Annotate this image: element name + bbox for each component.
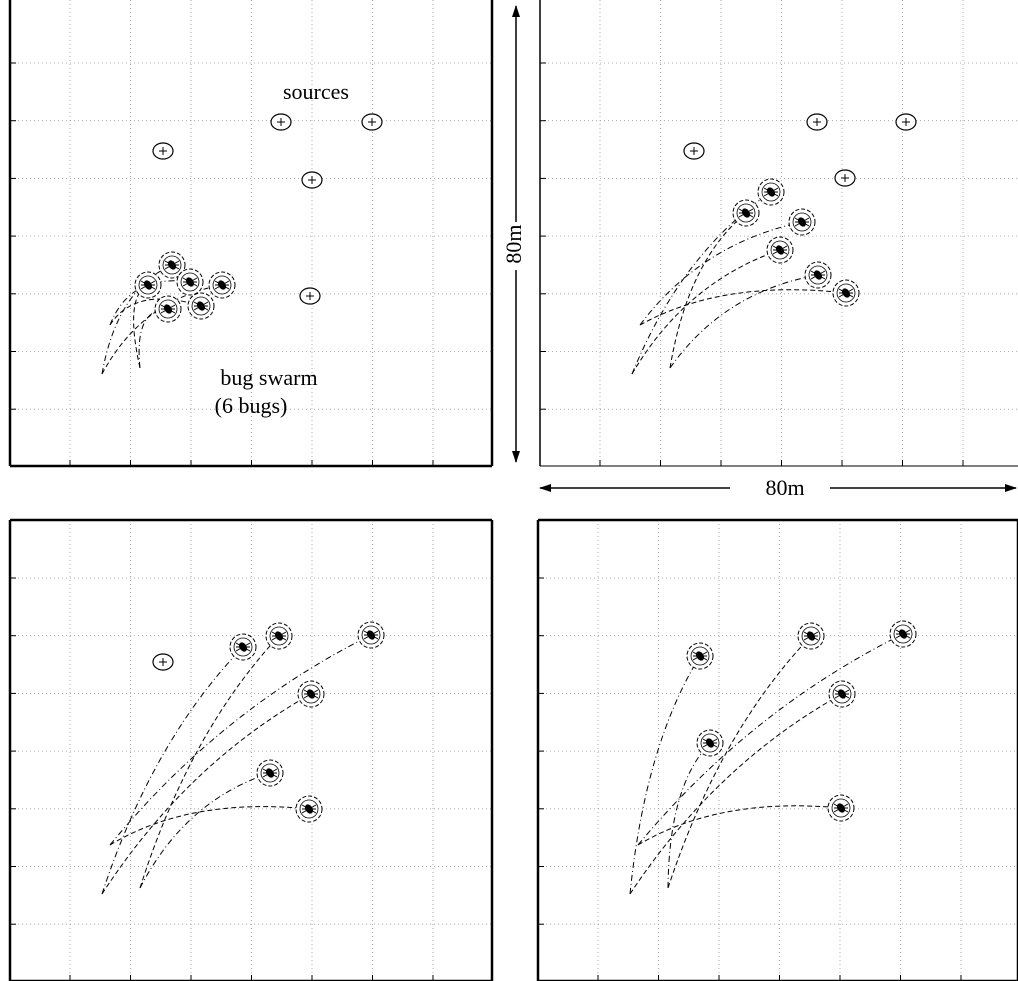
panels (10, 0, 1018, 981)
sources-label: sources (283, 79, 349, 104)
trail (632, 250, 780, 374)
trail (110, 635, 371, 845)
trail (638, 806, 841, 845)
trail (630, 694, 842, 894)
trail (668, 636, 811, 888)
trail (102, 647, 243, 894)
height-label: 80m (501, 224, 526, 263)
panel (10, 520, 492, 981)
swarm-count-label: (6 bugs) (215, 393, 288, 418)
trail (630, 656, 700, 894)
trail (140, 773, 270, 888)
figure: 80m 80m sources bug swarm (6 bugs) (0, 0, 1018, 981)
swarm-label: bug swarm (220, 365, 317, 390)
width-label: 80m (765, 475, 804, 500)
trail (640, 290, 846, 325)
trail (638, 634, 903, 845)
panel (538, 520, 1018, 981)
trail (140, 636, 279, 888)
panel (540, 0, 1018, 466)
trail (110, 807, 309, 845)
trail (102, 694, 311, 894)
